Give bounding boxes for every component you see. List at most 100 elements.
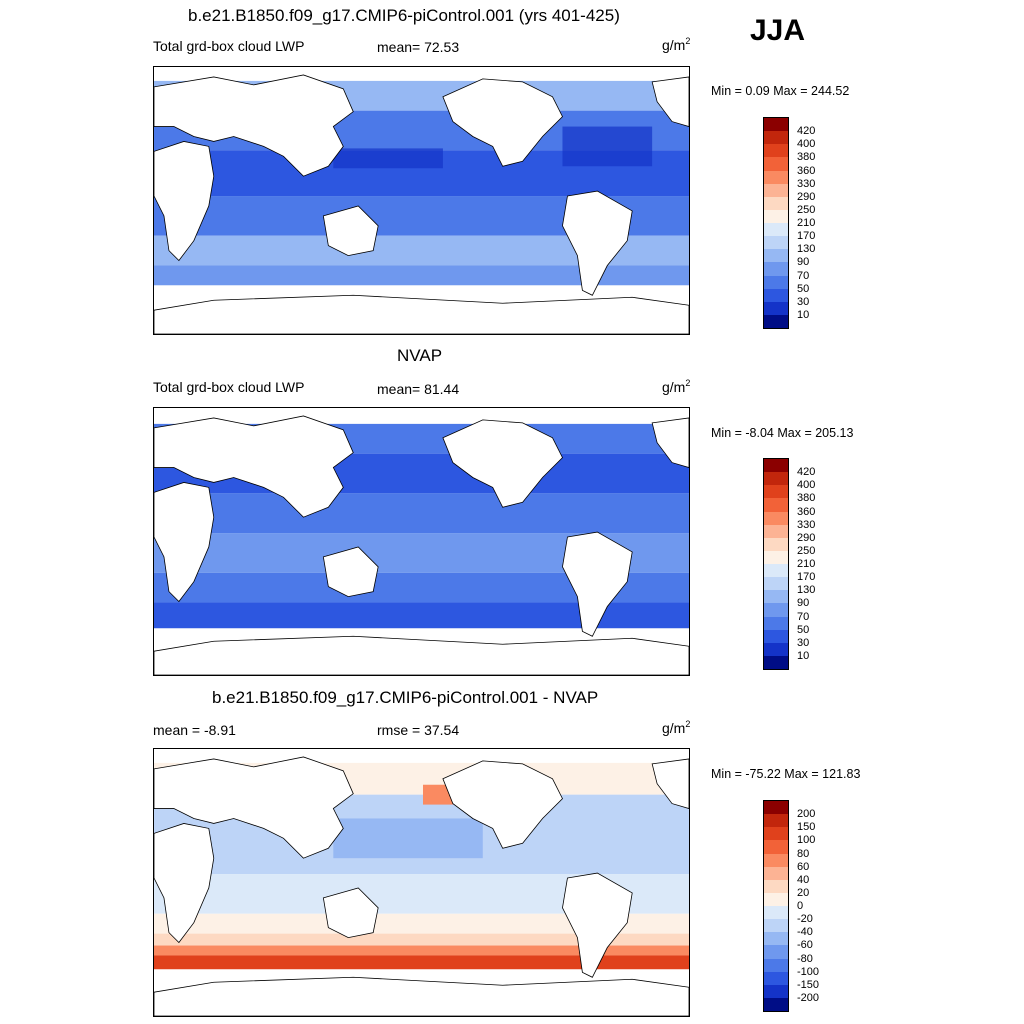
colorbar-segment <box>764 879 788 893</box>
colorbar-tick-label: 90 <box>797 256 810 269</box>
colorbar-segment <box>764 827 788 841</box>
colorbar-segment <box>764 892 788 906</box>
panel1-map-svg <box>154 67 689 334</box>
panel1-colorbar <box>763 117 789 329</box>
colorbar-segment <box>764 971 788 985</box>
colorbar-segment <box>764 840 788 854</box>
colorbar-tick-label: 360 <box>797 505 816 518</box>
colorbar-tick-label: 400 <box>797 479 816 492</box>
colorbar-segment <box>764 945 788 959</box>
colorbar-tick-label: 10 <box>797 649 810 662</box>
colorbar-segment <box>764 498 788 512</box>
colorbar-segment <box>764 655 788 669</box>
colorbar-segment <box>764 616 788 630</box>
panel2-mean: mean= 81.44 <box>377 381 460 397</box>
panel1-mean: mean= 72.53 <box>377 39 460 55</box>
colorbar-tick-label: 330 <box>797 518 816 531</box>
panel1-field-label: Total grd-box cloud LWP <box>153 38 305 54</box>
colorbar-segment <box>764 906 788 920</box>
colorbar-segment <box>764 236 788 250</box>
colorbar-tick-label: 50 <box>797 282 810 295</box>
colorbar-tick-label: 290 <box>797 531 816 544</box>
panel3-units: g/m2 <box>662 719 691 736</box>
panel2-map-svg <box>154 408 689 675</box>
colorbar-segment <box>764 288 788 302</box>
colorbar-tick-label: 170 <box>797 230 816 243</box>
colorbar-segment <box>764 511 788 525</box>
colorbar-segment <box>764 932 788 946</box>
panel3-colorbar <box>763 800 789 1012</box>
colorbar-segment <box>764 196 788 210</box>
colorbar-tick-label: 330 <box>797 177 816 190</box>
panel2-minmax: Min = -8.04 Max = 205.13 <box>711 426 854 440</box>
colorbar-tick-label: -150 <box>797 978 820 991</box>
panel1-units: g/m2 <box>662 36 691 53</box>
panel2-field-label: Total grd-box cloud LWP <box>153 379 305 395</box>
colorbar-tick-label: 250 <box>797 544 816 557</box>
colorbar-segment <box>764 249 788 263</box>
colorbar-segment <box>764 118 788 132</box>
colorbar-tick-label: -100 <box>797 965 820 978</box>
panel3-map-svg <box>154 749 689 1016</box>
colorbar-segment <box>764 183 788 197</box>
colorbar-tick-label: 30 <box>797 295 810 308</box>
panel1-title: b.e21.B1850.f09_g17.CMIP6-piControl.001 … <box>188 6 620 25</box>
colorbar-segment <box>764 814 788 828</box>
colorbar-tick-label: 90 <box>797 597 810 610</box>
colorbar-segment <box>764 997 788 1011</box>
panel1-map <box>153 66 690 335</box>
colorbar-tick-label: 130 <box>797 584 816 597</box>
colorbar-segment <box>764 629 788 643</box>
colorbar-tick-label: 10 <box>797 308 810 321</box>
colorbar-segment <box>764 866 788 880</box>
colorbar-segment <box>764 262 788 276</box>
panel3-rmse: rmse = 37.54 <box>377 722 460 738</box>
panel2-colorbar <box>763 458 789 670</box>
colorbar-segment <box>764 550 788 564</box>
colorbar-segment <box>764 524 788 538</box>
panel3-title: b.e21.B1850.f09_g17.CMIP6-piControl.001 … <box>212 688 599 707</box>
colorbar-segment <box>764 314 788 328</box>
colorbar-segment <box>764 537 788 551</box>
colorbar-tick-label: -40 <box>797 926 813 939</box>
colorbar-segment <box>764 801 788 815</box>
colorbar-segment <box>764 157 788 171</box>
colorbar-tick-label: 360 <box>797 164 816 177</box>
colorbar-segment <box>764 131 788 145</box>
colorbar-tick-label: -80 <box>797 952 813 965</box>
colorbar-tick-label: -200 <box>797 991 820 1004</box>
panel3-minmax: Min = -75.22 Max = 121.83 <box>711 767 861 781</box>
colorbar-segment <box>764 485 788 499</box>
colorbar-tick-label: -20 <box>797 913 813 926</box>
colorbar-segment <box>764 642 788 656</box>
colorbar-segment <box>764 958 788 972</box>
colorbar-segment <box>764 984 788 998</box>
colorbar-tick-label: 210 <box>797 217 816 229</box>
colorbar-tick-label: 30 <box>797 636 810 649</box>
colorbar-segment <box>764 301 788 315</box>
colorbar-segment <box>764 209 788 223</box>
colorbar-tick-label: 250 <box>797 203 816 216</box>
season-label: JJA <box>750 14 806 47</box>
colorbar-tick-label: -60 <box>797 939 813 952</box>
colorbar-segment <box>764 919 788 933</box>
panel2-map <box>153 407 690 676</box>
colorbar-tick-label: 50 <box>797 623 810 636</box>
colorbar-tick-label: 380 <box>797 151 816 164</box>
colorbar-segment <box>764 564 788 578</box>
colorbar-tick-label: 420 <box>797 125 816 138</box>
colorbar-tick-label: 70 <box>797 269 810 282</box>
colorbar-tick-label: 290 <box>797 190 816 203</box>
colorbar-tick-label: 70 <box>797 610 810 623</box>
colorbar-tick-label: 80 <box>797 847 810 860</box>
colorbar-tick-label: 210 <box>797 558 816 570</box>
colorbar-tick-label: 60 <box>797 860 810 873</box>
panel2-units: g/m2 <box>662 378 691 395</box>
panel3-mean: mean = -8.91 <box>153 722 236 738</box>
colorbar-tick-label: 40 <box>797 873 810 886</box>
colorbar-tick-label: 130 <box>797 243 816 256</box>
panel1-minmax: Min = 0.09 Max = 244.52 <box>711 84 850 98</box>
colorbar-tick-label: 100 <box>797 834 816 847</box>
colorbar-tick-label: 20 <box>797 886 810 899</box>
colorbar-segment <box>764 472 788 486</box>
